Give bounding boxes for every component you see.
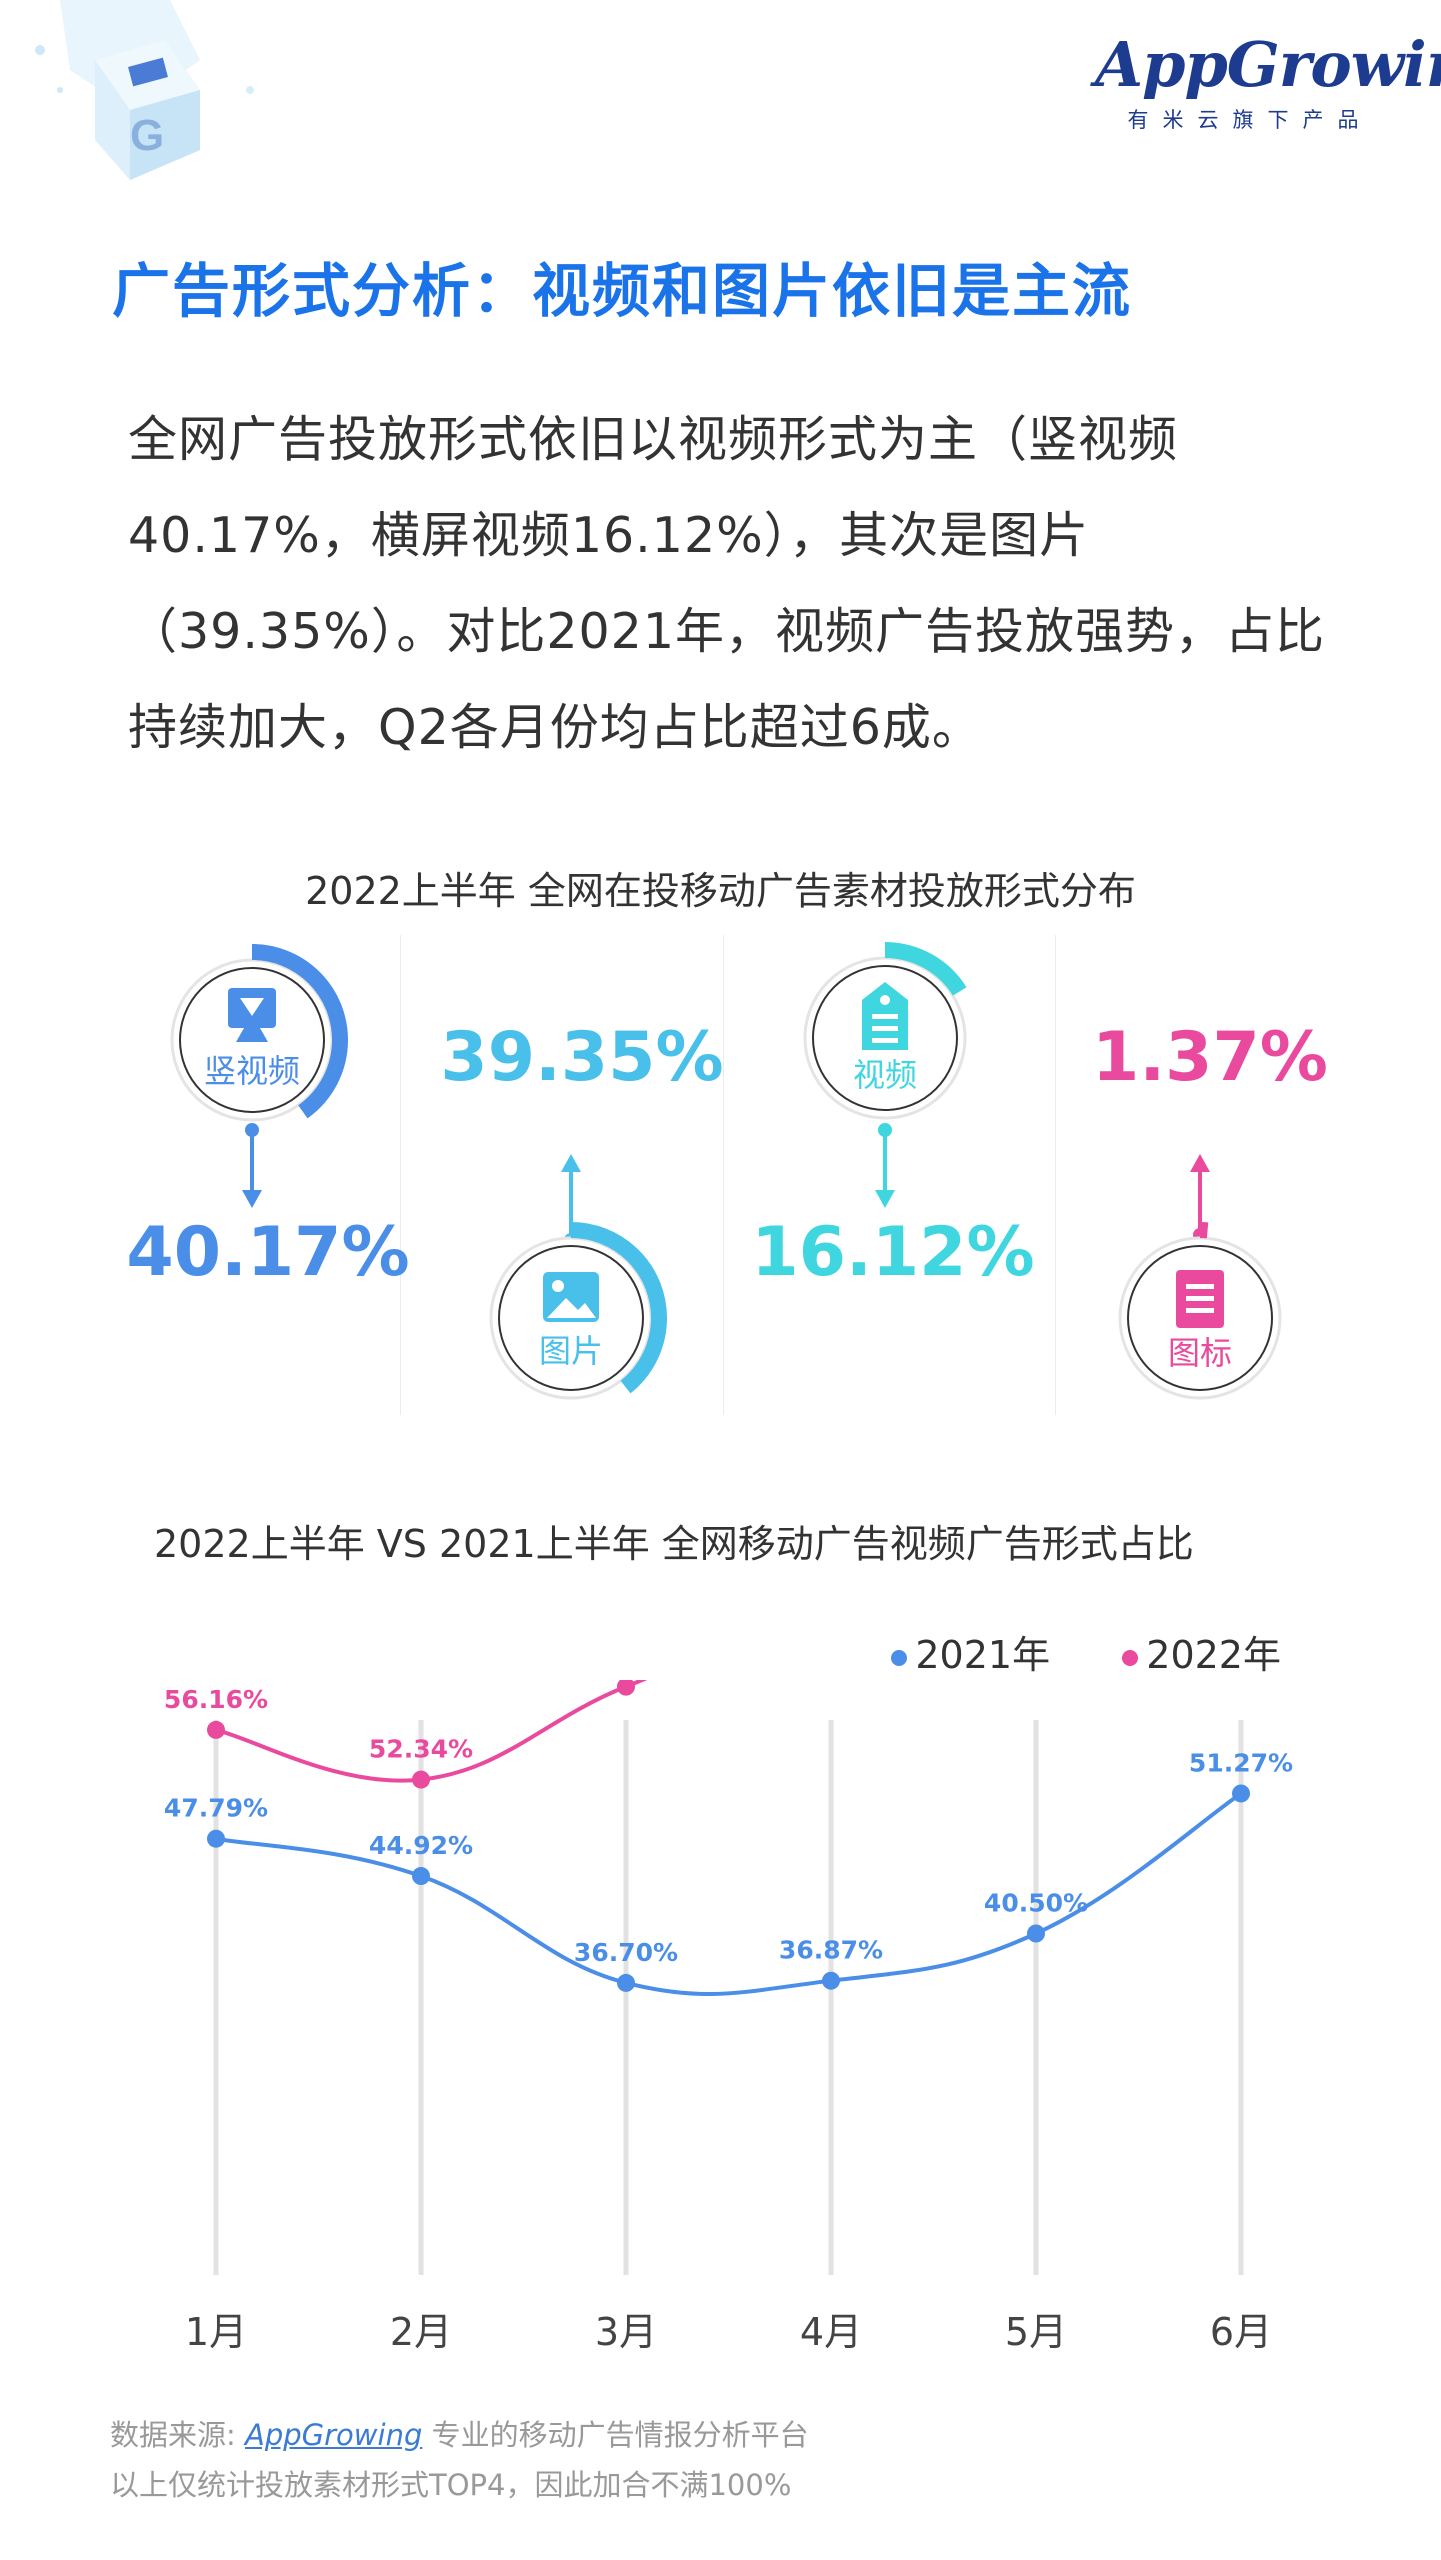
decorative-cube-graphic: G (35, 0, 254, 180)
logo-text: AppGrowing (1095, 28, 1441, 101)
column-divider (400, 935, 401, 1415)
x-tick-label: 4月 (800, 2310, 862, 2354)
proportion-arc (156, 944, 348, 1136)
dist-item-icon: 1.37% 图标 (1092, 1018, 1328, 1414)
x-tick-label: 5月 (1005, 2310, 1067, 2354)
arrow-head (875, 1190, 895, 1208)
data-label: 56.16% (164, 1685, 268, 1714)
data-label: 47.79% (164, 1794, 268, 1823)
data-point (412, 1867, 430, 1886)
connector-dot (245, 1123, 259, 1137)
appgrowing-logo: AppGrowing 有米云旗下产品 (1095, 28, 1441, 150)
data-label: 52.34% (369, 1735, 473, 1764)
data-point (1232, 1784, 1250, 1803)
category-label: 竖视频 (204, 1052, 300, 1090)
legend-dot-2022 (1122, 1649, 1139, 1666)
percentage-label: 16.12% (751, 1213, 1034, 1292)
source-prefix: 数据来源: (110, 2418, 245, 2452)
arrow-head (561, 1154, 581, 1172)
dist-item-vertical-video: 竖视频 40.17% (126, 944, 410, 1292)
source-footer: 数据来源: AppGrowing 专业的移动广告情报分析平台 以上仅统计投放素材… (110, 2410, 809, 2510)
source-link[interactable]: AppGrowing (245, 2418, 423, 2452)
data-point (207, 1720, 225, 1739)
legend-label-2021: 2021年 (915, 1633, 1051, 1677)
intro-paragraph: 全网广告投放形式依旧以视频形式为主（竖视频40.17%，横屏视频16.12%），… (128, 411, 1326, 756)
data-label: 36.87% (779, 1936, 883, 1965)
category-label: 图片 (539, 1332, 603, 1370)
distribution-chart: 竖视频 40.17% 39.35% 图片 视频 (126, 942, 1328, 1414)
data-label: 51.27% (1189, 1748, 1293, 1777)
line-chart-legend: 2021年 2022年 (891, 1624, 1281, 1679)
percentage-label: 40.17% (126, 1213, 409, 1292)
x-tick-label: 3月 (595, 2310, 657, 2354)
connector-dot (878, 1123, 892, 1137)
x-tick-label: 2月 (390, 2310, 452, 2354)
proportion-arc (1104, 1222, 1296, 1414)
column-divider (1055, 935, 1056, 1415)
logo-tagline: 有米云旗下产品 (1127, 108, 1373, 132)
source-suffix: 专业的移动广告情报分析平台 (422, 2418, 809, 2452)
percentage-label: 1.37% (1092, 1018, 1328, 1097)
data-label: 40.50% (984, 1889, 1088, 1918)
category-label: 视频 (853, 1056, 917, 1094)
dist-item-video: 视频 16.12% (751, 942, 1035, 1292)
percentage-label: 39.35% (440, 1018, 723, 1097)
line-chart: 1月 2月 3月 4月 5月 6月 47.79% 44.92% 36.70% 36.87% 40.5… (164, 1680, 1293, 2354)
data-point (207, 1829, 225, 1848)
x-tick-label: 6月 (1210, 2310, 1272, 2354)
proportion-arc (475, 1222, 667, 1414)
page-title: 广告形式分析：视频和图片依旧是主流 (112, 257, 1133, 325)
arrow-head (1190, 1154, 1210, 1172)
image-icon (543, 1272, 599, 1322)
dist-item-image: 39.35% 图片 (440, 1018, 724, 1414)
distribution-chart-title: 2022上半年 全网在投移动广告素材投放形式分布 (305, 869, 1136, 913)
series-line-2021年 (215, 1791, 1243, 1997)
x-tick-label: 1月 (185, 2310, 247, 2354)
category-label: 图标 (1168, 1334, 1232, 1372)
legend-label-2022: 2022年 (1146, 1633, 1281, 1677)
proportion-arc (789, 942, 981, 1134)
vertical-video-icon (228, 988, 276, 1042)
arrow-head (242, 1190, 262, 1208)
document-icon (1176, 1270, 1224, 1328)
data-label: 44.92% (369, 1831, 473, 1860)
svg-text:G: G (130, 111, 164, 160)
line-chart-title: 2022上半年 VS 2021上半年 全网移动广告视频广告形式占比 (154, 1522, 1194, 1566)
data-point (617, 1680, 635, 1696)
data-point (617, 1973, 635, 1992)
series-line-2022年 (215, 1680, 648, 1783)
column-divider (723, 935, 724, 1415)
data-point (822, 1971, 840, 1990)
source-line: 数据来源: AppGrowing 专业的移动广告情报分析平台 (110, 2410, 809, 2460)
data-label: 36.70% (574, 1938, 678, 1967)
data-point (412, 1770, 430, 1789)
source-note: 以上仅统计投放素材形式TOP4，因此加合不满100% (110, 2468, 792, 2502)
data-point (1027, 1924, 1045, 1943)
legend-dot-2021 (891, 1649, 908, 1666)
video-tag-icon (862, 982, 908, 1050)
